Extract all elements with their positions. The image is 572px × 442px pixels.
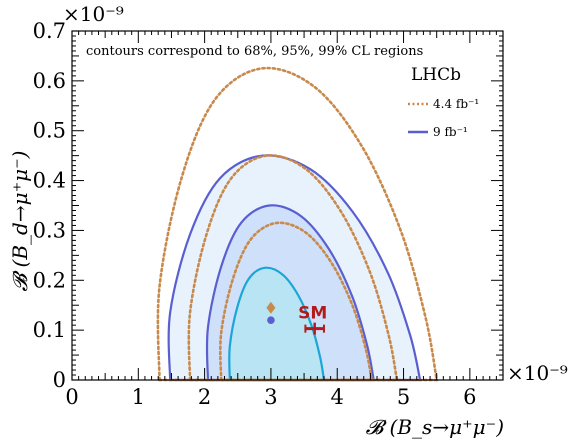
x-tick-label: 3: [264, 385, 277, 409]
y-tick-label: 0.2: [33, 268, 66, 292]
x-tick-label: 6: [463, 385, 476, 409]
y-tick-label: 0.4: [33, 169, 66, 193]
y-axis-title: 𝓑 (B_d→μ⁺μ⁻): [8, 151, 32, 292]
x-tick-label: 4: [331, 385, 344, 409]
best-fit-4p4fb-point: [266, 301, 276, 314]
y-tick-label: 0.5: [33, 119, 66, 143]
x-axis-exponent: ×10⁻⁹: [507, 361, 568, 385]
x-tick-label: 5: [397, 385, 410, 409]
axes: 0 1 2 3 4 5 6 0 0.1 0.2 0.3 0.4 0.5 0.6 0.7: [33, 19, 504, 409]
legend-label-9fb: 9 fb⁻¹: [433, 125, 468, 139]
legend-title: LHCb: [411, 65, 461, 85]
y-tick-label: 0: [53, 368, 66, 392]
cl-annotation: contours correspond to 68%, 95%, 99% CL …: [86, 44, 423, 59]
legend: LHCb 4.4 fb⁻¹ 9 fb⁻¹: [408, 65, 479, 139]
x-tick-label: 1: [132, 385, 145, 409]
contour-4p4fb-68: [219, 221, 374, 382]
contour-9fb-68: [228, 266, 326, 382]
x-tick-label: 0: [65, 385, 78, 409]
contour-regions: [156, 66, 439, 382]
y-tick-label: 0.1: [33, 318, 66, 342]
markers: [266, 301, 325, 335]
x-tick-label: 2: [198, 385, 211, 409]
legend-label-4p4fb: 4.4 fb⁻¹: [433, 97, 479, 111]
best-fit-9fb-point: [267, 316, 275, 324]
x-axis-title: 𝓑 (B_s→μ⁺μ⁻): [366, 415, 504, 439]
y-tick-label: 0.6: [33, 69, 66, 93]
contour-4p4fb-99: [156, 66, 439, 382]
y-tick-label: 0.7: [33, 19, 66, 43]
sm-label: SM: [298, 304, 327, 324]
y-tick-label: 0.3: [33, 218, 66, 242]
contour-4p4fb-95: [187, 154, 399, 382]
y-axis-exponent: ×10⁻⁹: [63, 2, 124, 26]
